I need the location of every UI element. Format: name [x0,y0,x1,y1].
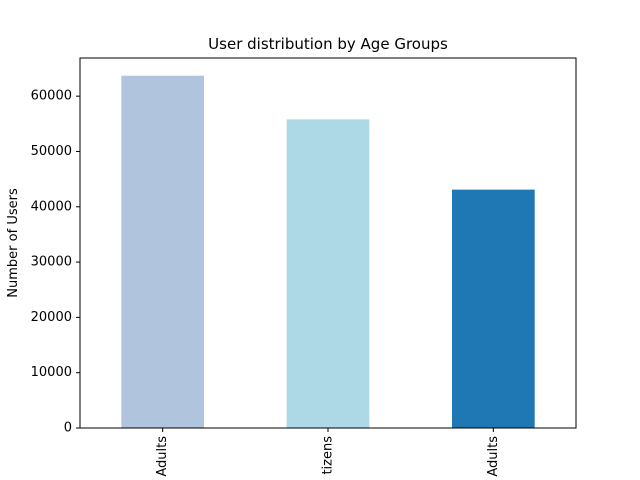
plot-frame [79,57,577,429]
y-tick-label-1: 0 [64,421,72,436]
x-tick-label-3: Adults [486,436,501,477]
y-tick-label-6: 50000 [31,144,72,159]
y-tick-label-5: 40000 [31,199,72,214]
bar-2 [286,119,370,428]
y-axis-label: Number of Users [6,188,21,298]
y-axis: 0 10000 20000 30000 40000 50000 60000 [31,89,80,436]
y-tick-label-7: 60000 [31,89,72,104]
x-tick-label-1: Adults [155,436,170,477]
x-tick-label-2: tizens [321,436,336,475]
y-tick-label-3: 20000 [31,310,72,325]
bars-layer [121,75,535,428]
bar-1 [121,75,204,428]
x-axis: Adults tizens Adults [155,428,501,477]
y-tick-label-2: 10000 [31,365,72,380]
chart-title: User distribution by Age Groups [208,35,448,53]
y-tick-label-4: 30000 [31,255,72,270]
bar-3 [452,189,535,428]
